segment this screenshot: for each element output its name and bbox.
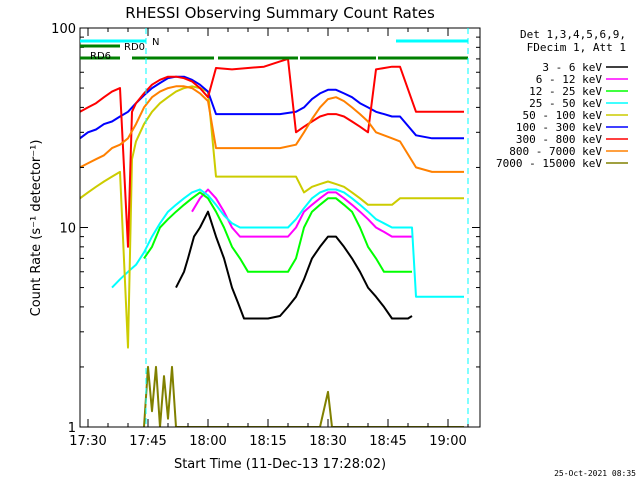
series-line bbox=[111, 188, 464, 298]
y-tick-label: 10 bbox=[59, 222, 76, 237]
y-axis-label: Count Rate (s⁻¹ detector⁻¹) bbox=[29, 140, 44, 317]
flag-label: N bbox=[152, 37, 159, 48]
x-tick-label: 18:45 bbox=[369, 434, 406, 449]
chart-title: RHESSI Observing Summary Count Rates bbox=[125, 4, 435, 22]
y-axis: 1 10 100 bbox=[51, 22, 480, 436]
series-line bbox=[143, 365, 464, 427]
legend-label: 3 - 6 keV bbox=[542, 61, 602, 74]
series-line bbox=[80, 85, 464, 349]
x-tick-label: 18:30 bbox=[309, 434, 346, 449]
date-stamp: 25-Oct-2021 08:35 bbox=[554, 469, 636, 478]
legend-label: 12 - 25 keV bbox=[529, 85, 602, 98]
plot-area bbox=[80, 57, 464, 427]
observing-flags: N RD0 RD6 bbox=[80, 28, 469, 427]
legend-header: FDecim 1, Att 1 bbox=[527, 41, 626, 54]
x-tick-label: 18:00 bbox=[189, 434, 226, 449]
legend-label: 100 - 300 keV bbox=[516, 121, 602, 134]
legend-label: 300 - 800 keV bbox=[516, 133, 602, 146]
x-axis-label: Start Time (11-Dec-13 17:28:02) bbox=[174, 457, 386, 472]
flag-label: RD0 bbox=[124, 42, 145, 53]
y-tick-label: 100 bbox=[51, 22, 76, 37]
legend-label: 7000 - 15000 keV bbox=[496, 157, 602, 170]
legend-label: 50 - 100 keV bbox=[523, 109, 603, 122]
flag-label: RD6 bbox=[90, 51, 111, 62]
legend-label: 25 - 50 keV bbox=[529, 97, 602, 110]
series-line bbox=[80, 75, 464, 140]
legend-label: 6 - 12 keV bbox=[536, 73, 603, 86]
legend-header: Det 1,3,4,5,6,9, bbox=[520, 28, 626, 41]
x-tick-label: 18:15 bbox=[249, 434, 286, 449]
x-tick-label: 19:00 bbox=[429, 434, 466, 449]
y-tick-label: 1 bbox=[68, 421, 76, 436]
legend-label: 800 - 7000 keV bbox=[509, 145, 602, 158]
series-line bbox=[143, 191, 412, 273]
x-tick-label: 17:30 bbox=[69, 434, 106, 449]
series-line bbox=[80, 57, 464, 248]
series-group bbox=[80, 57, 464, 427]
series-line bbox=[175, 210, 413, 320]
legend: Det 1,3,4,5,6,9,FDecim 1, Att 1 3 - 6 keV… bbox=[496, 28, 628, 170]
x-axis: 17:30 17:45 18:00 18:15 18:30 18:45 19:00 bbox=[69, 28, 469, 449]
series-line bbox=[191, 188, 412, 238]
series-line bbox=[80, 85, 464, 173]
x-tick-label: 17:45 bbox=[129, 434, 166, 449]
